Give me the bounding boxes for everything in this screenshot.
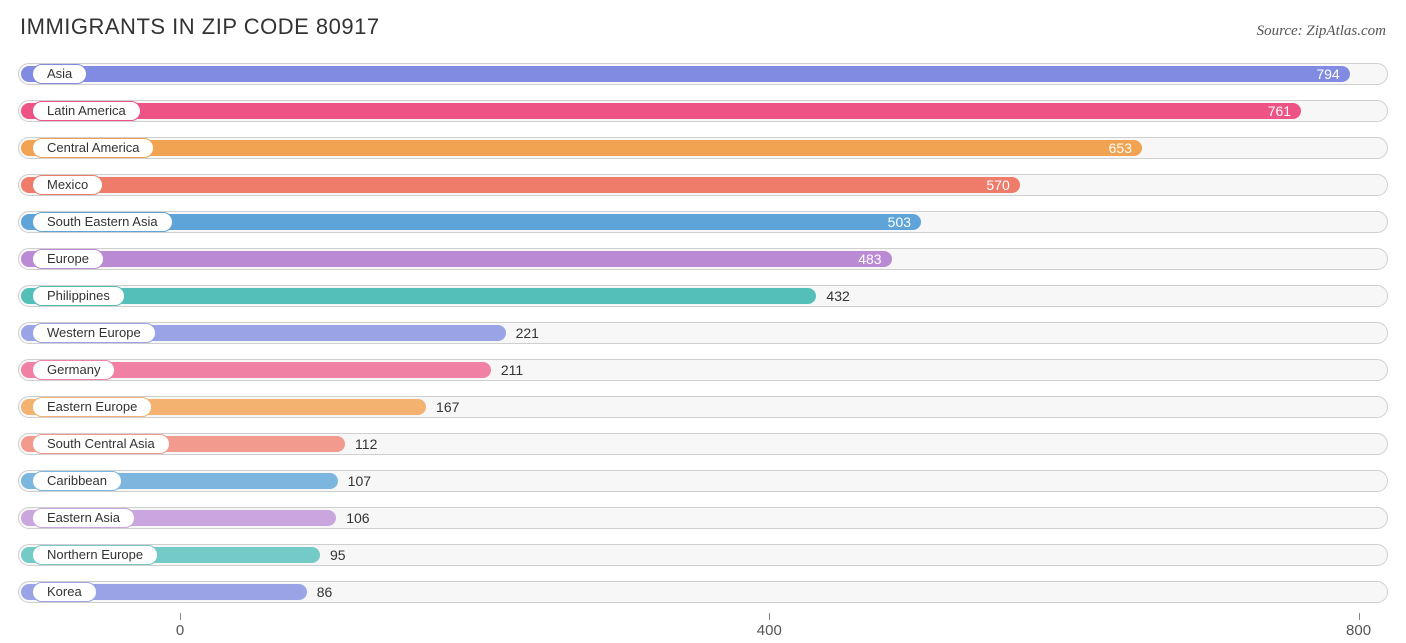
bar-category-pill: Northern Europe — [32, 545, 158, 565]
bar-value-label: 95 — [330, 546, 346, 564]
bar-row: 107 Caribbean — [18, 465, 1388, 497]
bar-value-label: 432 — [826, 287, 849, 305]
chart-plot-area: 794 Asia 761 Latin America 653 Central Americ… — [18, 58, 1388, 608]
bar-value-label: 107 — [348, 472, 371, 490]
bar-category-pill: Central America — [32, 138, 154, 158]
bar-fill — [21, 251, 892, 267]
bar-value-label: 794 — [1316, 65, 1339, 83]
axis-tick — [769, 613, 770, 620]
bar-value-label: 653 — [1109, 139, 1132, 157]
bar-value-label: 221 — [516, 324, 539, 342]
bar-row: 432 Philippines — [18, 280, 1388, 312]
bar-row: 86 Korea — [18, 576, 1388, 608]
bar-value-label: 106 — [346, 509, 369, 527]
bar-category-pill: Asia — [32, 64, 87, 84]
bar-category-pill: Western Europe — [32, 323, 156, 343]
bar-row: 106 Eastern Asia — [18, 502, 1388, 534]
bar-fill — [21, 103, 1301, 119]
bar-category-pill: South Eastern Asia — [32, 212, 173, 232]
bar-row: 653 Central America — [18, 132, 1388, 164]
bar-category-pill: Mexico — [32, 175, 103, 195]
bar-category-pill: Philippines — [32, 286, 125, 306]
chart-header: IMMIGRANTS IN ZIP CODE 80917 Source: Zip… — [18, 14, 1388, 40]
bar-category-pill: Korea — [32, 582, 97, 602]
bar-category-pill: Eastern Europe — [32, 397, 152, 417]
bar-row: 570 Mexico — [18, 169, 1388, 201]
bar-value-label: 167 — [436, 398, 459, 416]
bar-value-label: 86 — [317, 583, 333, 601]
bar-row: 483 Europe — [18, 243, 1388, 275]
bar-fill — [21, 177, 1020, 193]
bar-row: 167 Eastern Europe — [18, 391, 1388, 423]
chart-source: Source: ZipAtlas.com — [1257, 23, 1386, 40]
bar-row: 794 Asia — [18, 58, 1388, 90]
bar-row: 221 Western Europe — [18, 317, 1388, 349]
axis-tick-label: 800 — [1346, 622, 1371, 639]
bar-category-pill: Caribbean — [32, 471, 122, 491]
bar-value-label: 570 — [986, 176, 1009, 194]
bar-category-pill: Europe — [32, 249, 104, 269]
bar-value-label: 503 — [888, 213, 911, 231]
bar-category-pill: Eastern Asia — [32, 508, 135, 528]
axis-tick-label: 0 — [176, 622, 184, 639]
bar-category-pill: Latin America — [32, 101, 141, 121]
chart-container: IMMIGRANTS IN ZIP CODE 80917 Source: Zip… — [0, 0, 1406, 643]
axis-tick — [1359, 613, 1360, 620]
bar-row: 761 Latin America — [18, 95, 1388, 127]
bar-value-label: 483 — [858, 250, 881, 268]
bar-category-pill: South Central Asia — [32, 434, 170, 454]
x-axis: 0 400 800 — [18, 613, 1388, 643]
bar-row: 211 Germany — [18, 354, 1388, 386]
bar-value-label: 112 — [355, 435, 377, 453]
bar-value-label: 761 — [1268, 102, 1291, 120]
bar-category-pill: Germany — [32, 360, 115, 380]
bar-fill — [21, 288, 816, 304]
chart-title: IMMIGRANTS IN ZIP CODE 80917 — [20, 14, 380, 40]
bar-row: 503 South Eastern Asia — [18, 206, 1388, 238]
bar-value-label: 211 — [501, 361, 523, 379]
bar-row: 95 Northern Europe — [18, 539, 1388, 571]
bar-fill — [21, 66, 1350, 82]
bar-fill — [21, 140, 1142, 156]
bar-row: 112 South Central Asia — [18, 428, 1388, 460]
axis-tick — [180, 613, 181, 620]
axis-tick-label: 400 — [757, 622, 782, 639]
